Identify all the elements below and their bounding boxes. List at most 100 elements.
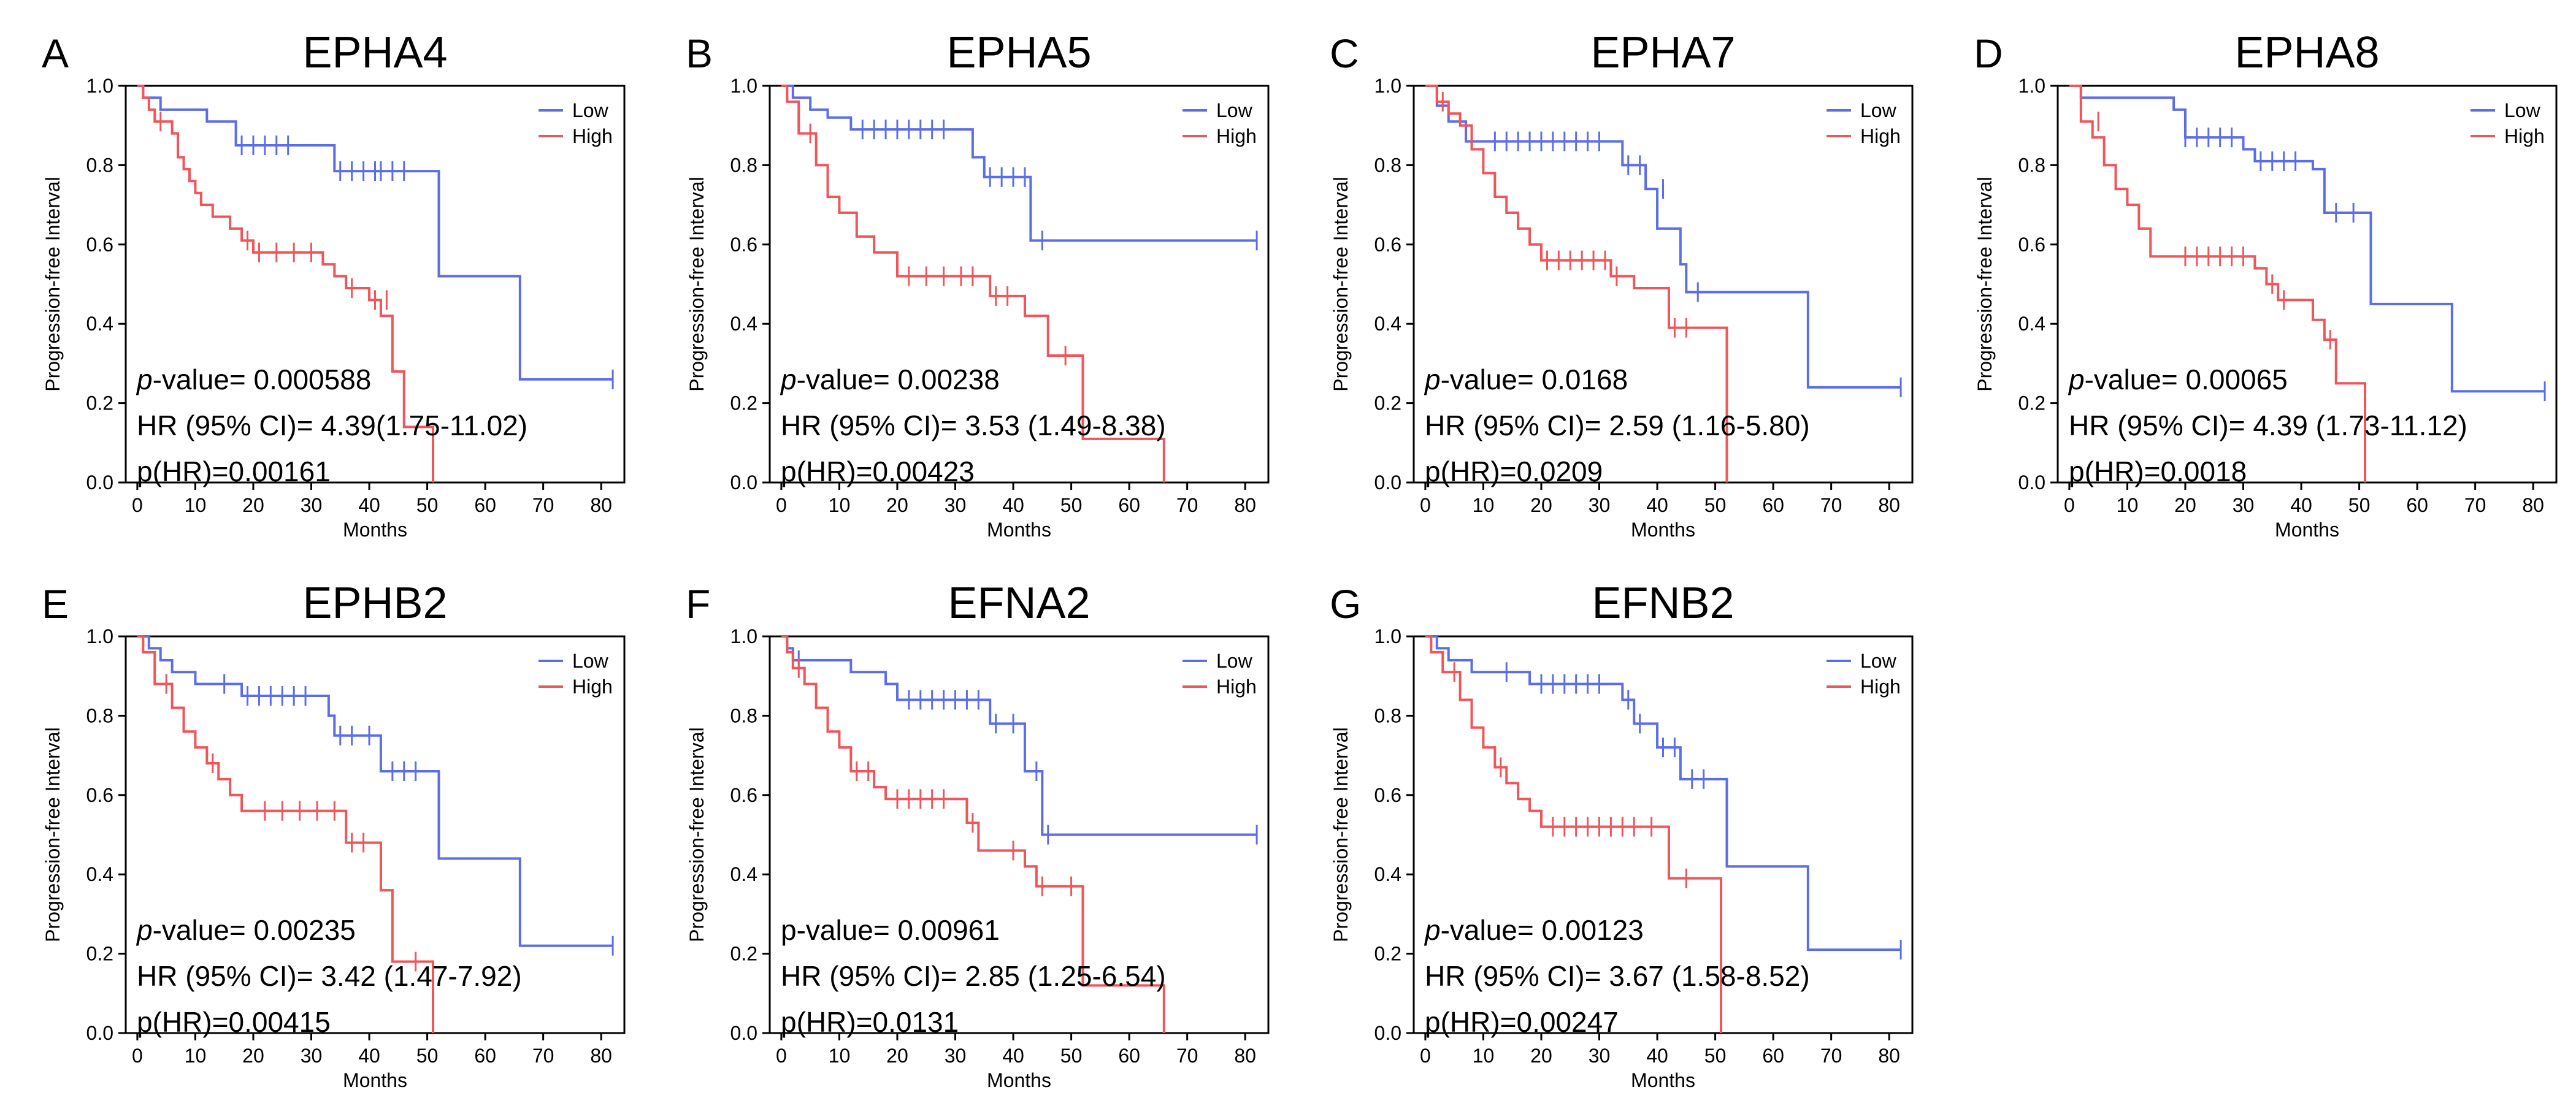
panel-title: EPHA8 [2234, 28, 2379, 77]
y-tick-label: 0.2 [86, 943, 113, 965]
x-tick-label: 50 [416, 494, 439, 516]
y-tick-label: 1.0 [730, 75, 757, 97]
km-curve-low [781, 635, 1257, 836]
legend: Low High [1183, 99, 1257, 147]
y-tick-label: 0.0 [86, 471, 113, 494]
x-tick-label: 60 [474, 1045, 496, 1067]
pvalue-p: p [136, 364, 153, 395]
y-tick-label: 0.0 [1374, 1022, 1401, 1044]
x-tick-label: 20 [886, 494, 908, 516]
plot-frame [1413, 85, 1914, 484]
y-tick-label: 0.0 [86, 1022, 113, 1044]
y-tick-label: 0.4 [86, 313, 113, 335]
x-tick-label: 40 [358, 494, 380, 516]
hr-text: HR (95% CI)= 3.53 (1.49-8.38) [781, 410, 1166, 441]
plot-frame [125, 85, 626, 484]
panel-A: A EPHA4 0 10 20 30 40 50 60 70 80 0.0 0.2 0.4 0.6 0.8 1.… [42, 28, 626, 541]
panel-letter: G [1330, 581, 1361, 627]
panel-letter: D [1974, 31, 2003, 76]
pvalue-text: p-value= 0.000588 [136, 364, 371, 395]
x-tick-label: 80 [590, 1045, 612, 1067]
x-tick-label: 70 [1820, 494, 1842, 516]
km-curve-low [2069, 85, 2545, 393]
y-tick-label: 1.0 [86, 625, 113, 647]
panel-D: D EPHA8 0 10 20 30 40 50 60 70 80 0.0 0.2 0.4 0.6 0.8 1.… [1974, 28, 2558, 541]
panel-letter: B [686, 31, 713, 76]
x-tick-label: 0 [132, 494, 143, 516]
x-tick-label: 20 [242, 1045, 264, 1067]
x-tick-label: 50 [416, 1045, 439, 1067]
phr-text: p(HR)=0.0131 [781, 1006, 959, 1038]
panel-letter: F [686, 581, 710, 627]
x-tick-label: 10 [1473, 494, 1495, 516]
km-curve-low [1425, 85, 1901, 389]
pvalue-value: -value= 0.00235 [153, 914, 356, 946]
y-tick-label: 0.8 [1374, 154, 1401, 176]
pvalue-value: -value= 0.0168 [1441, 364, 1628, 395]
panel-letter: E [42, 581, 69, 627]
km-curve-low [1425, 635, 1901, 952]
x-tick-label: 50 [1060, 494, 1083, 516]
y-tick-label: 0.8 [730, 154, 757, 176]
pvalue-text: p-value= 0.00123 [1424, 914, 1644, 946]
x-tick-label: 40 [1002, 1045, 1024, 1067]
x-tick-label: 10 [185, 494, 207, 516]
y-tick-label: 0.6 [86, 234, 113, 256]
pvalue-p: p [780, 364, 797, 395]
x-tick-label: 80 [1234, 494, 1256, 516]
x-tick-label: 50 [1060, 1045, 1083, 1067]
legend-label-low: Low [1860, 99, 1897, 121]
y-tick-label: 0.4 [730, 313, 757, 335]
pvalue-value: -value= 0.00238 [797, 364, 1000, 395]
x-tick-label: 70 [1820, 1045, 1842, 1067]
pvalue-text: p-value= 0.00961 [781, 914, 1000, 946]
km-curve-low [137, 635, 613, 947]
x-tick-label: 60 [474, 494, 496, 516]
km-curve-high [2069, 85, 2367, 482]
y-tick-label: 0.8 [1374, 704, 1401, 727]
pvalue-p: p [1424, 364, 1441, 395]
x-tick-label: 80 [1234, 1045, 1256, 1067]
y-tick-label: 0.0 [730, 471, 757, 494]
panel-E: E EPHB2 0 10 20 30 40 50 60 70 80 0.0 0.2 0.4 0.6 0.8 1.… [42, 579, 626, 1091]
legend-label-high: High [2504, 125, 2545, 147]
panel-C: C EPHA7 0 10 20 30 40 50 60 70 80 0.0 0.2 0.4 0.6 0.8 1.… [1330, 28, 1914, 541]
x-tick-label: 30 [301, 1045, 323, 1067]
x-tick-label: 60 [2406, 494, 2428, 516]
km-curve-high [781, 635, 1165, 1033]
legend-label-low: Low [1216, 99, 1253, 121]
y-tick-label: 1.0 [1374, 625, 1401, 647]
legend: Low High [2471, 99, 2545, 147]
hr-text: HR (95% CI)= 4.39 (1.73-11.12) [2069, 410, 2467, 441]
y-tick-label: 0.4 [2018, 313, 2045, 335]
x-tick-label: 0 [776, 494, 787, 516]
x-tick-label: 30 [945, 1045, 967, 1067]
y-tick-label: 0.8 [730, 704, 757, 727]
panel-B: B EPHA5 0 10 20 30 40 50 60 70 80 0.0 0.2 0.4 0.6 0.8 1.… [686, 28, 1270, 541]
panel-title: EPHA5 [946, 28, 1091, 77]
legend-label-high: High [572, 676, 613, 698]
x-axis-label: Months [343, 519, 407, 541]
x-tick-label: 60 [1762, 1045, 1784, 1067]
plot-frame [1413, 635, 1914, 1034]
y-tick-label: 0.2 [86, 392, 113, 414]
panel-letter: C [1330, 31, 1359, 76]
x-tick-label: 10 [1473, 1045, 1495, 1067]
y-tick-label: 0.8 [86, 154, 113, 176]
phr-text: p(HR)=0.00423 [781, 456, 975, 487]
y-tick-label: 0.8 [86, 704, 113, 727]
x-tick-label: 70 [532, 494, 554, 516]
pvalue-p: p [2068, 364, 2085, 395]
x-tick-label: 20 [2174, 494, 2196, 516]
y-axis-label: Progression-free Interval [42, 727, 64, 942]
x-tick-label: 40 [2290, 494, 2312, 516]
x-tick-label: 50 [1704, 1045, 1727, 1067]
y-tick-label: 0.2 [2018, 392, 2045, 414]
phr-text: p(HR)=0.00415 [137, 1006, 331, 1038]
y-tick-label: 1.0 [86, 75, 113, 97]
x-tick-label: 20 [1530, 494, 1552, 516]
y-tick-label: 0.8 [2018, 154, 2045, 176]
x-tick-label: 70 [1176, 494, 1198, 516]
y-axis-label: Progression-free Interval [686, 177, 708, 391]
legend-label-high: High [1860, 125, 1901, 147]
